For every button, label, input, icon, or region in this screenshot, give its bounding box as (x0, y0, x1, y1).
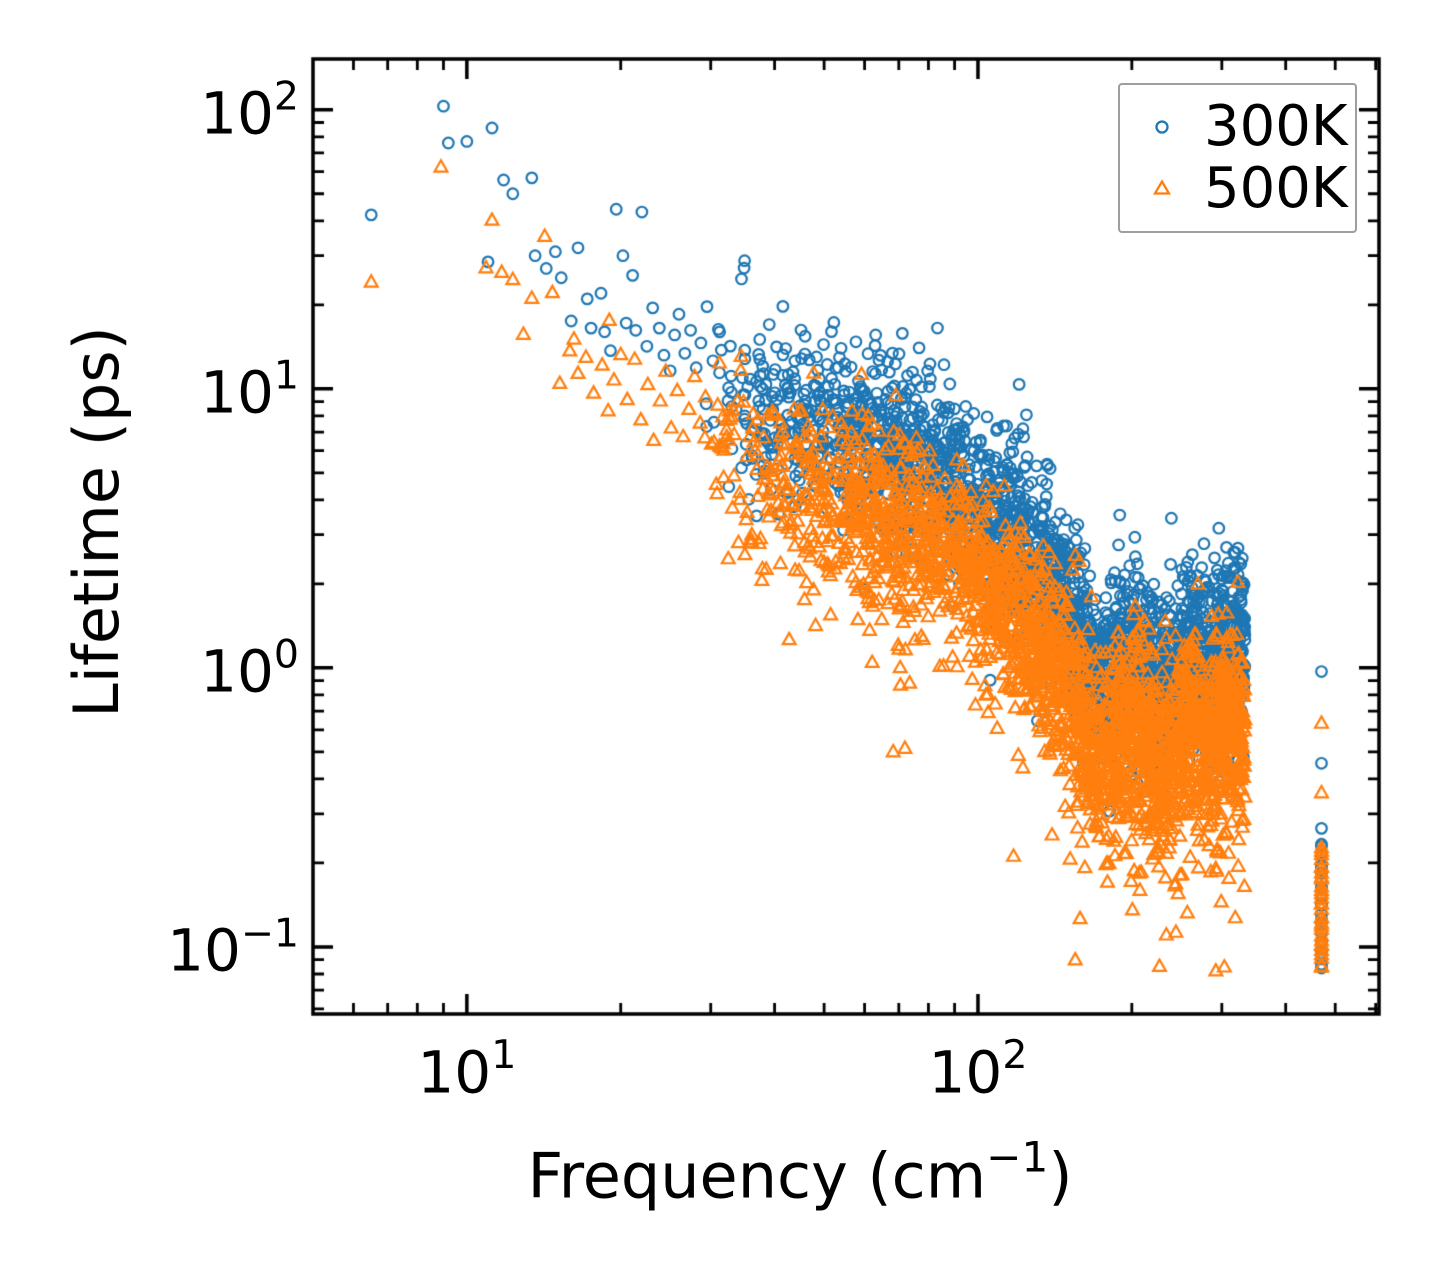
circle-marker-icon (1155, 120, 1169, 134)
y-tick-exp: 1 (273, 352, 299, 399)
y-tick-exp: 0 (273, 631, 299, 678)
x-axis-title-text: Frequency (cm (527, 1139, 987, 1213)
y-tick-exp: 2 (273, 73, 299, 120)
legend-label-300K: 300K (1204, 94, 1348, 159)
x-tick-base: 10 (928, 1038, 1003, 1107)
y-tick-label-10: 101 (200, 355, 299, 421)
y-tick-label-100: 102 (200, 76, 299, 142)
x-tick-label-100: 102 (929, 1035, 1028, 1101)
x-axis-title-suffix: ) (1048, 1139, 1073, 1213)
y-tick-base: 10 (167, 916, 241, 985)
x-tick-base: 10 (417, 1038, 492, 1107)
y-tick-label-0p1: 10−1 (167, 913, 299, 979)
legend-entry-300K: 300K (1120, 96, 1355, 158)
triangle-marker-icon (1152, 179, 1172, 195)
y-tick-exp: −1 (240, 910, 299, 957)
x-tick-label-10: 101 (417, 1035, 516, 1101)
y-tick-base: 10 (200, 637, 274, 706)
x-tick-exp: 1 (491, 1032, 517, 1078)
y-tick-base: 10 (200, 79, 274, 148)
legend: 300K 500K (1118, 83, 1357, 233)
y-axis-title: Lifetime (ps) (60, 326, 133, 718)
x-tick-exp: 2 (1002, 1032, 1028, 1078)
legend-label-500K: 500K (1204, 156, 1348, 221)
x-axis-title-exponent: −1 (986, 1132, 1049, 1182)
x-axis-title: Frequency (cm−1) (527, 1136, 1072, 1207)
legend-entry-500K: 500K (1120, 158, 1355, 220)
y-axis-title-text: Lifetime (ps) (60, 326, 133, 718)
y-tick-base: 10 (200, 358, 274, 427)
y-tick-label-1: 100 (200, 634, 299, 700)
